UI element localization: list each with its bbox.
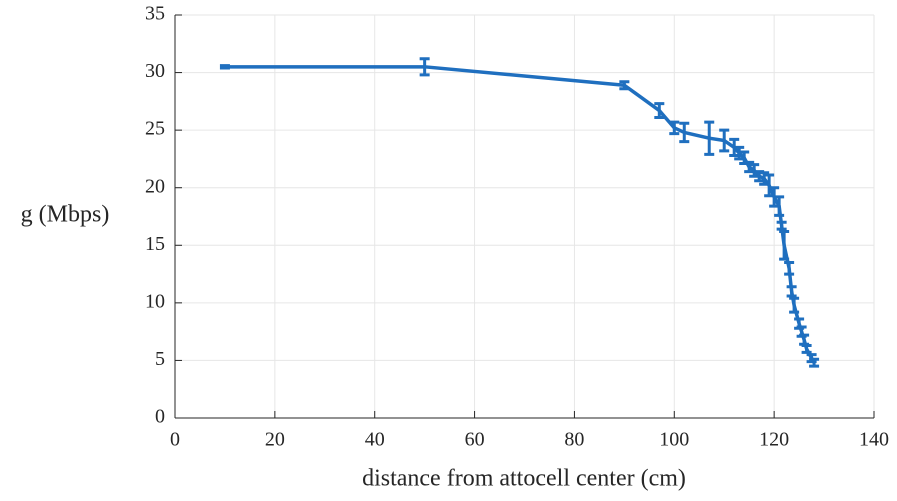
error-bar — [219, 64, 230, 70]
error-bar — [679, 121, 690, 144]
error-bar — [669, 120, 680, 136]
error-bar — [419, 57, 430, 77]
error-bar — [799, 333, 810, 346]
error-bar — [654, 102, 665, 119]
y-tick-label: 0 — [155, 406, 165, 428]
error-bar — [809, 357, 820, 368]
x-tick-label: 100 — [659, 429, 689, 451]
error-bar — [719, 128, 730, 153]
y-tick-label: 15 — [145, 233, 165, 255]
error-bar — [801, 343, 812, 354]
x-tick-label: 0 — [170, 429, 180, 451]
error-bar — [764, 173, 775, 198]
error-bar — [776, 220, 787, 231]
x-axis-label: distance from attocell center (cm) — [362, 466, 686, 492]
error-bar — [704, 120, 715, 156]
x-tick-label: 40 — [365, 429, 385, 451]
x-tick-label: 80 — [564, 429, 584, 451]
x-tick-label: 120 — [759, 429, 789, 451]
y-tick-label: 10 — [145, 290, 165, 312]
error-bar — [786, 285, 797, 298]
x-tick-label: 60 — [465, 429, 485, 451]
y-axis-label: g (Mbps) — [21, 202, 110, 228]
y-tick-label: 35 — [145, 3, 165, 25]
x-tick-label: 140 — [859, 429, 889, 451]
y-tick-label: 25 — [145, 118, 165, 140]
y-tick-label: 20 — [145, 175, 165, 197]
y-tick-label: 30 — [145, 60, 165, 82]
error-bar — [784, 261, 795, 276]
y-tick-label: 5 — [155, 348, 165, 370]
x-tick-label: 20 — [265, 429, 285, 451]
error-bar — [779, 229, 790, 261]
error-bar — [774, 195, 785, 217]
error-bar — [789, 296, 800, 314]
data-line — [224, 65, 816, 364]
error-bar — [619, 80, 630, 91]
